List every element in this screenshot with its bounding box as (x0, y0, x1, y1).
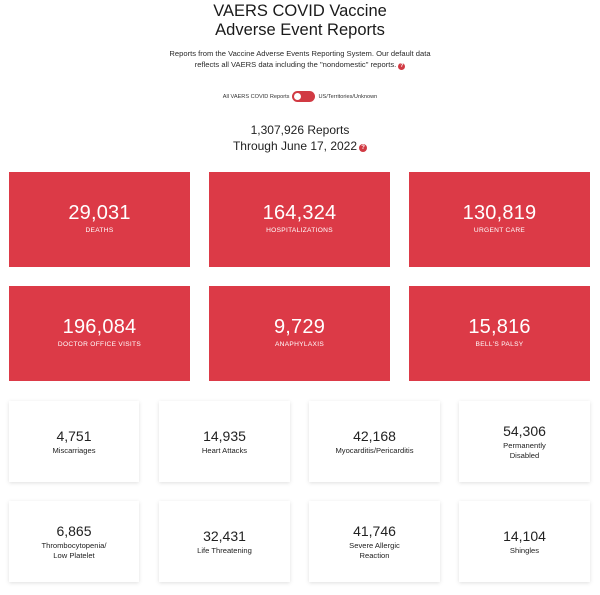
stat-value: 29,031 (68, 202, 131, 224)
intro-line-2: reflects all VAERS data including the "n… (0, 59, 600, 70)
stat-label-line-1: Permanently (503, 440, 546, 450)
stat-label-line-1: Thrombocytopenia/ (41, 540, 107, 550)
stat-value: 164,324 (262, 202, 337, 224)
info-icon[interactable]: ? (398, 63, 406, 70)
stat-label-line-2: Low Platelet (53, 550, 95, 560)
stat-label: BELL'S PALSY (475, 341, 524, 348)
stat-card-urgent-care: 130,819 URGENT CARE (409, 172, 590, 267)
report-count: 1,307,926 Reports (250, 123, 350, 137)
intro-line-1: Reports from the Vaccine Adverse Events … (169, 49, 431, 58)
title-line-2: Adverse Event Reports (215, 21, 385, 39)
stat-card-severe-allergic-reaction: 41,746 Severe Allergic Reaction (309, 501, 440, 582)
stat-card-heart-attacks: 14,935 Heart Attacks (159, 401, 290, 482)
stat-label-line-2: Reaction (359, 550, 390, 560)
stat-label-line-1: Heart Attacks (201, 445, 248, 455)
stat-label: DOCTOR OFFICE VISITS (57, 341, 142, 348)
stat-card-hospitalizations: 164,324 HOSPITALIZATIONS (209, 172, 390, 267)
stat-label: Life Threatening (189, 546, 260, 556)
stat-card-shingles: 14,104 Shingles (459, 501, 590, 582)
stat-value: 6,865 (56, 522, 92, 539)
stat-label: Severe Allergic Reaction (341, 541, 408, 561)
stat-label: Thrombocytopenia/Low Platelet (33, 541, 114, 561)
stat-label: Shingles (502, 546, 547, 556)
stat-value: 196,084 (62, 316, 137, 338)
stat-label-line-1: Life Threatening (197, 545, 252, 555)
report-date: Through June 17, 2022 (232, 139, 358, 153)
toggle-knob (294, 93, 302, 100)
stat-label: Miscarriages (44, 446, 103, 456)
report-summary: 1,307,926 Reports Through June 17, 2022? (0, 122, 600, 154)
data-filter-toggle-row: All VAERS COVID Reports US/Territories/U… (0, 91, 600, 102)
stat-card-bells-palsy: 15,816 BELL'S PALSY (409, 286, 590, 381)
stat-value: 4,751 (56, 427, 92, 444)
stat-label: Myocarditis/Pericarditis (327, 446, 421, 456)
stat-card-thrombocytopenia: 6,865 Thrombocytopenia/Low Platelet (9, 501, 139, 582)
stat-value: 14,935 (203, 427, 246, 444)
toggle-right-label: US/Territories/Unknown (318, 93, 378, 100)
stat-label: ANAPHYLAXIS (274, 341, 325, 348)
stat-card-myocarditis-pericarditis: 42,168 Myocarditis/Pericarditis (309, 401, 440, 482)
stat-label-line-1: Severe Allergic (349, 540, 400, 550)
stat-card-doctor-office-visits: 196,084 DOCTOR OFFICE VISITS (9, 286, 190, 381)
intro-line-2-text: reflects all VAERS data including the "n… (194, 60, 397, 69)
stat-value: 41,746 (353, 522, 396, 539)
stat-label: DEATHS (85, 227, 114, 234)
title-line-1: VAERS COVID Vaccine (213, 2, 387, 20)
stat-label: Permanently Disabled (495, 441, 554, 461)
stat-value: 54,306 (503, 422, 546, 439)
intro-text: Reports from the Vaccine Adverse Events … (0, 48, 600, 70)
info-icon[interactable]: ? (359, 144, 368, 152)
stat-label-line-1: Myocarditis/Pericarditis (335, 445, 414, 455)
stat-card-miscarriages: 4,751 Miscarriages (9, 401, 139, 482)
stat-card-deaths: 29,031 DEATHS (9, 172, 190, 267)
stat-value: 42,168 (353, 427, 396, 444)
stat-value: 15,816 (468, 316, 531, 338)
stat-label: HOSPITALIZATIONS (266, 227, 333, 234)
stat-card-life-threatening: 32,431 Life Threatening (159, 501, 290, 582)
stat-value: 14,104 (503, 527, 546, 544)
stat-value: 130,819 (462, 202, 537, 224)
toggle-left-label: All VAERS COVID Reports (222, 93, 290, 100)
stat-label-line-1: Miscarriages (52, 445, 96, 455)
stat-label-line-2: Disabled (509, 450, 540, 460)
stat-value: 9,729 (273, 316, 326, 338)
page-title: VAERS COVID Vaccine Adverse Event Report… (0, 2, 600, 40)
stat-card-permanently-disabled: 54,306 Permanently Disabled (459, 401, 590, 482)
stat-label: Heart Attacks (194, 446, 255, 456)
stat-card-anaphylaxis: 9,729 ANAPHYLAXIS (209, 286, 390, 381)
stat-value: 32,431 (203, 527, 246, 544)
stat-label-line-1: Shingles (509, 545, 540, 555)
data-filter-toggle[interactable] (292, 91, 316, 102)
report-date-line: Through June 17, 2022? (0, 138, 600, 154)
stat-label: URGENT CARE (473, 227, 526, 234)
